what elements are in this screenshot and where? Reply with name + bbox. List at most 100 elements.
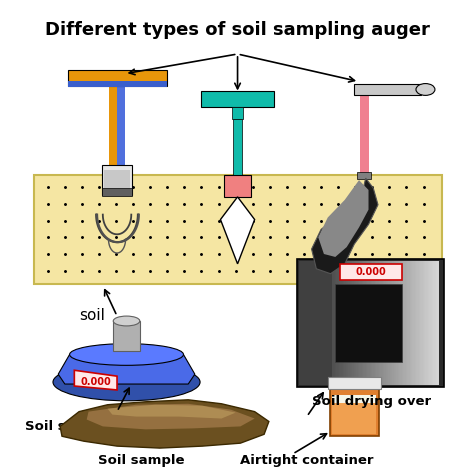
Bar [348,261,350,385]
Bar [416,261,418,385]
Bar [339,261,340,385]
Ellipse shape [416,84,435,96]
Bar [387,261,388,385]
Bar [410,261,411,385]
Bar [365,261,367,385]
Bar [408,261,410,385]
Bar [436,261,438,385]
Bar [113,321,140,350]
Bar [332,395,376,403]
Bar [338,261,339,385]
Bar [428,261,429,385]
Bar [351,261,353,385]
Text: Airtight container: Airtight container [240,454,374,467]
Bar [329,387,379,436]
Bar [355,261,356,385]
Bar [383,261,384,385]
Bar [346,261,347,385]
Bar [367,261,368,385]
Bar [360,261,362,385]
Bar [413,261,415,385]
Bar [372,261,374,385]
Bar [371,261,373,385]
Bar [337,261,338,385]
Text: 0.000: 0.000 [356,267,387,277]
Bar [404,261,406,385]
Bar [117,86,125,179]
Bar [343,261,345,385]
Bar [401,261,403,385]
Bar [299,261,332,385]
Bar [340,264,402,280]
Bar [360,96,368,178]
Bar [233,119,242,180]
Bar [345,261,346,385]
Bar [357,172,371,179]
Bar [356,261,358,385]
Bar [352,261,354,385]
Bar [224,175,251,197]
Bar [232,107,243,119]
Bar [347,261,348,385]
Bar [342,261,343,385]
Bar [390,261,391,385]
Bar [398,261,399,385]
Bar [420,261,421,385]
Bar [354,84,421,96]
Ellipse shape [70,344,183,365]
Bar [376,261,378,385]
Bar [332,395,376,434]
Bar [370,261,371,385]
Bar [411,261,412,385]
Bar [419,261,420,385]
Bar [418,261,419,385]
Bar [435,261,436,385]
Bar [423,261,424,385]
Bar [102,188,132,196]
Bar [363,261,365,385]
Polygon shape [220,197,255,264]
Text: Soil sample measuring scales: Soil sample measuring scales [26,420,246,432]
Bar [392,261,394,385]
Bar [380,261,382,385]
Text: soil: soil [79,308,105,323]
Bar [403,261,404,385]
Bar [359,261,360,385]
Bar [432,261,434,385]
Bar [400,261,401,385]
Bar [393,261,395,385]
Polygon shape [74,370,117,390]
Bar [297,259,445,387]
Polygon shape [108,405,236,419]
Bar [68,80,167,87]
Bar [334,261,335,385]
Bar [438,261,439,385]
Polygon shape [60,400,269,448]
Bar [395,261,396,385]
Bar [201,91,273,107]
Polygon shape [318,180,368,257]
Bar [424,261,426,385]
Bar [354,261,355,385]
Bar [426,261,427,385]
Bar [350,261,351,385]
Text: Soil drying over: Soil drying over [312,395,431,408]
Bar [379,261,380,385]
Bar [421,261,423,385]
Bar [378,261,379,385]
Bar [374,261,375,385]
Bar [102,166,132,195]
Bar [391,261,392,385]
Bar [406,261,407,385]
Text: 0.000: 0.000 [81,377,111,387]
Polygon shape [58,354,195,384]
Bar [382,261,383,385]
Bar [412,261,414,385]
Bar [385,261,387,385]
Bar [368,261,370,385]
Bar [396,261,398,385]
Bar [68,70,167,86]
Bar [407,261,408,385]
Bar [335,261,337,385]
Bar [431,261,432,385]
